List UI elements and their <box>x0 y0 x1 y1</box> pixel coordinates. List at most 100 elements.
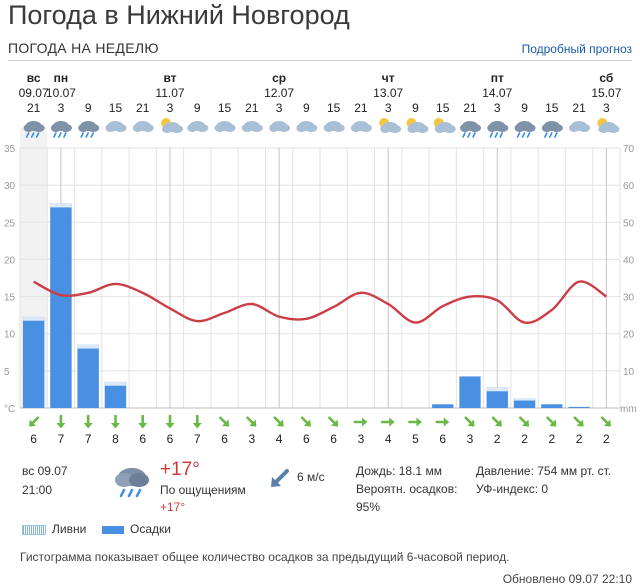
right-axis-tick: 50 <box>623 218 635 229</box>
precip-bar <box>486 391 508 408</box>
rain-amount: Дождь: 18.1 мм <box>356 464 442 478</box>
pressure: Давление: 754 мм рт. ст. <box>476 464 612 478</box>
cloud-icon <box>214 121 236 132</box>
hour-label: 3 <box>603 101 610 115</box>
wind-speed-label: 2 <box>521 432 528 446</box>
wind-speed-label: 6 <box>330 432 337 446</box>
right-arrow-icon <box>408 417 422 427</box>
legend-showers-swatch <box>22 524 46 535</box>
hour-label: 9 <box>412 101 419 115</box>
day-name: чт <box>382 71 395 85</box>
rain-cloud-icon <box>23 121 45 138</box>
feels-like-value: +17° <box>160 500 186 514</box>
wind-direction-icon <box>271 469 289 487</box>
wind-speed-label: 7 <box>85 432 92 446</box>
down-arrow-icon <box>56 414 66 429</box>
wind-speed-label: 6 <box>167 432 174 446</box>
down-right-arrow-icon <box>464 416 475 427</box>
precip-bar <box>459 376 481 408</box>
left-axis-tick: °C <box>4 404 15 415</box>
hour-label: 15 <box>545 101 559 115</box>
down-right-arrow-icon <box>600 416 611 427</box>
rain-cloud-icon <box>460 121 481 138</box>
right-axis-tick: 30 <box>623 293 635 304</box>
left-axis-tick: 10 <box>4 330 16 341</box>
wind-speed-label: 2 <box>494 432 501 446</box>
rain-cloud-icon <box>541 121 563 138</box>
wind-speed-label: 7 <box>194 432 201 446</box>
current-temperature: +17° <box>160 459 200 480</box>
hour-label: 15 <box>436 101 450 115</box>
left-axis-tick: 5 <box>4 367 10 378</box>
partly-cloudy-icon <box>161 118 183 133</box>
hour-label: 21 <box>354 101 368 115</box>
hour-label: 3 <box>167 101 174 115</box>
precip-probability-value: 95% <box>356 500 381 514</box>
current-conditions: вс 09.07 21:00 +17° По ощущениям +17° 6 … <box>0 458 640 588</box>
wind-speed-label: 6 <box>139 432 146 446</box>
updated-time: Обновлено 09.07 22:10 <box>502 572 632 586</box>
temperature-line <box>33 280 608 324</box>
day-date: 12.07 <box>264 86 294 100</box>
down-arrow-icon <box>138 414 148 429</box>
down-right-arrow-icon <box>246 416 257 427</box>
hour-label: 3 <box>494 101 501 115</box>
wind-speed-label: 6 <box>221 432 228 446</box>
left-axis-tick: 20 <box>4 255 16 266</box>
wind-speed-label: 6 <box>439 432 446 446</box>
feels-like-label: По ощущениям <box>160 483 246 497</box>
down-arrow-icon <box>83 414 93 429</box>
hour-label: 21 <box>245 101 259 115</box>
down-left-arrow-icon <box>29 416 40 427</box>
wind-speed-label: 2 <box>576 432 583 446</box>
hour-label: 3 <box>276 101 283 115</box>
right-arrow-icon <box>353 417 368 427</box>
detail-forecast-link[interactable]: Подробный прогноз <box>521 42 632 56</box>
right-arrow-icon <box>435 417 450 427</box>
partly-cloudy-icon <box>597 118 620 133</box>
down-right-arrow-icon <box>219 416 230 427</box>
hour-label: 15 <box>109 101 123 115</box>
day-name: вт <box>163 71 176 85</box>
rain-cloud-icon <box>487 121 509 138</box>
wind-speed-label: 6 <box>30 432 37 446</box>
right-arrow-icon <box>380 417 395 427</box>
cloud-icon <box>187 121 209 132</box>
day-date: 09.07 <box>19 86 49 100</box>
down-arrow-icon <box>165 414 175 429</box>
hour-label: 15 <box>218 101 232 115</box>
cloud-icon <box>569 121 591 132</box>
left-axis-tick: 15 <box>4 293 16 304</box>
hour-label: 15 <box>327 101 341 115</box>
wind-speed-label: 7 <box>58 432 65 446</box>
wind-speed-label: 5 <box>412 432 419 446</box>
down-right-arrow-icon <box>519 416 530 427</box>
precip-bar <box>568 406 590 408</box>
down-right-arrow-icon <box>300 416 311 427</box>
right-axis-tick: 10 <box>623 367 635 378</box>
cloud-icon <box>323 121 345 132</box>
day-name: сб <box>599 71 613 85</box>
week-bar: ПОГОДА НА НЕДЕЛЮ Подробный прогноз <box>8 38 632 61</box>
hour-label: 9 <box>521 101 528 115</box>
precip-bar <box>77 348 99 408</box>
hour-label: 21 <box>463 101 477 115</box>
cloud-icon <box>269 121 291 132</box>
day-name: вс <box>27 71 41 85</box>
page-title: Погода в Нижний Новгород <box>8 0 350 30</box>
current-time: 21:00 <box>22 483 53 497</box>
wind-speed-label: 3 <box>358 432 365 446</box>
down-arrow-icon <box>110 414 120 429</box>
current-wind-speed: 6 м/с <box>297 470 325 484</box>
down-right-arrow-icon <box>328 416 339 427</box>
wind-speed-label: 2 <box>548 432 555 446</box>
cloud-icon <box>105 121 127 132</box>
day-date: 13.07 <box>373 86 403 100</box>
partly-cloudy-icon <box>379 118 402 133</box>
left-axis-tick: 30 <box>4 181 16 192</box>
hour-label: 9 <box>85 101 92 115</box>
hour-label: 21 <box>136 101 150 115</box>
left-axis-tick: 25 <box>4 218 16 229</box>
right-axis-tick: 70 <box>623 144 635 155</box>
